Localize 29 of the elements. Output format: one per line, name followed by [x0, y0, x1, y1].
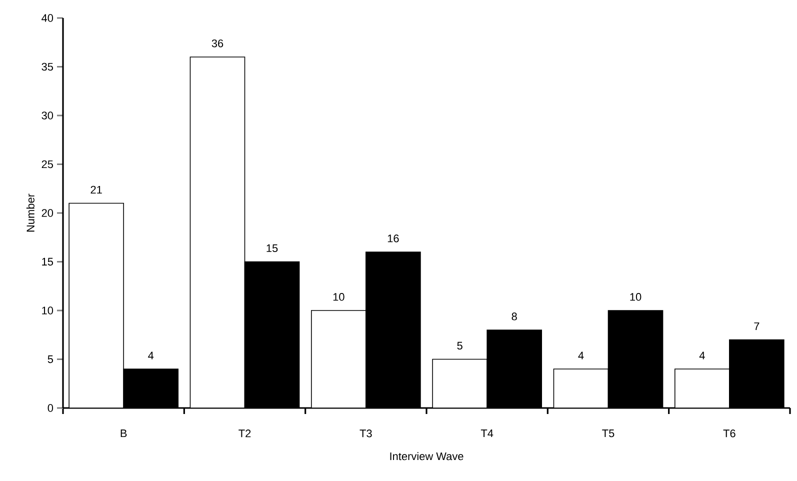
x-tick-label: T2: [238, 430, 251, 438]
y-tick-label: 40: [42, 14, 54, 22]
data-label: 4: [699, 352, 705, 360]
data-label: 21: [90, 186, 102, 194]
x-tick-label: T3: [360, 430, 372, 438]
data-label: 16: [388, 234, 399, 242]
data-label: 36: [212, 40, 224, 48]
y-tick-label: 30: [42, 112, 54, 120]
y-axis-title: Number: [26, 194, 34, 232]
x-axis-title: Interview Wave: [390, 452, 464, 460]
y-tick-label: 0: [48, 404, 54, 412]
x-tick-label: T4: [480, 430, 494, 438]
y-tick-label: 10: [42, 306, 54, 314]
data-label: 4: [148, 352, 154, 360]
x-tick-label: T6: [723, 430, 736, 438]
data-label: 10: [333, 293, 344, 301]
y-tick-label: 25: [42, 160, 54, 168]
data-label: 10: [630, 293, 642, 301]
data-label: 7: [754, 322, 760, 330]
data-label: 15: [266, 244, 278, 252]
x-tick-label: B: [120, 430, 127, 438]
x-tick-label: T5: [602, 430, 614, 438]
y-tick-label: 5: [48, 355, 54, 364]
data-label: 8: [512, 312, 517, 320]
data-label: 5: [457, 342, 462, 350]
y-tick-label: 20: [42, 209, 54, 217]
y-tick-label: 15: [42, 258, 54, 266]
y-tick-label: 35: [42, 62, 54, 71]
data-label: 4: [578, 352, 584, 360]
